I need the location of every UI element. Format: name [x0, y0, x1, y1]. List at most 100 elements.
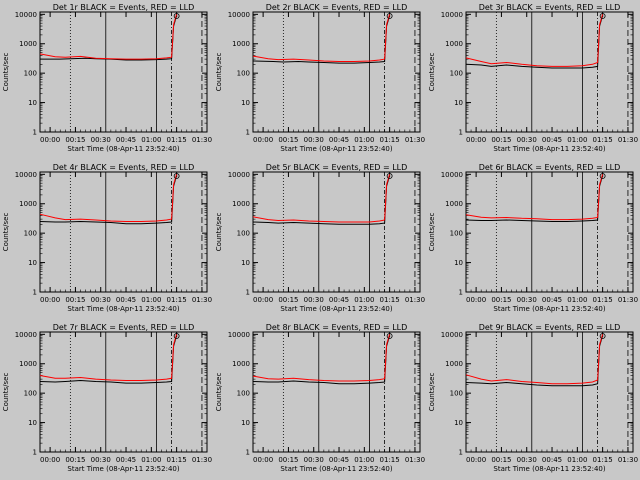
- y-tick-label: 1000: [445, 200, 463, 208]
- y-axis-label: Counts/sec: [2, 53, 10, 92]
- y-tick-label: 1: [246, 289, 250, 297]
- x-tick-label: 00:15: [278, 456, 298, 464]
- x-tick-label: 01:30: [618, 456, 638, 464]
- chart-panel-2: Det 2r BLACK = Events, RED = LLD 1 10 100 10…: [215, 3, 425, 153]
- y-tick-label: 1: [33, 449, 37, 457]
- y-axis-label: Counts/sec: [2, 213, 10, 252]
- x-axis-label: Start Time (08-Apr-11 23:52:40): [493, 145, 605, 153]
- y-tick-label: 10000: [15, 171, 37, 179]
- y-tick-label: 1000: [19, 40, 37, 48]
- peak-marker: [599, 173, 606, 179]
- plot-frame: [39, 11, 208, 133]
- y-tick-label: 10000: [228, 331, 250, 339]
- x-tick-label: 01:30: [405, 136, 425, 144]
- x-tick-label: 00:00: [40, 136, 60, 144]
- y-tick-label: 1000: [19, 200, 37, 208]
- x-tick-label: 01:30: [618, 296, 638, 304]
- x-tick-label: 00:15: [278, 136, 298, 144]
- x-tick-label: 00:00: [466, 136, 486, 144]
- y-tick-label: 100: [237, 70, 250, 78]
- y-tick-label: 1: [459, 129, 463, 137]
- x-tick-label: 00:15: [65, 136, 85, 144]
- x-tick-label: 00:30: [517, 296, 537, 304]
- y-tick-label: 100: [237, 230, 250, 238]
- y-tick-label: 1000: [19, 360, 37, 368]
- chart-title: Det 5r BLACK = Events, RED = LLD: [266, 163, 408, 172]
- x-tick-label: 00:30: [304, 296, 324, 304]
- x-tick-label: 01:30: [618, 136, 638, 144]
- x-tick-label: 00:15: [65, 456, 85, 464]
- lld-series-line: [252, 174, 391, 223]
- lld-series-line: [252, 334, 391, 382]
- x-tick-label: 00:30: [304, 456, 324, 464]
- x-tick-label: 00:30: [517, 456, 537, 464]
- chart-title: Det 4r BLACK = Events, RED = LLD: [53, 163, 195, 172]
- x-tick-label: 01:00: [354, 296, 374, 304]
- x-tick-label: 01:15: [593, 136, 613, 144]
- y-axis-label: Counts/sec: [215, 213, 223, 252]
- chart-panel-3: Det 3r BLACK = Events, RED = LLD 1 10 100 10…: [428, 3, 638, 153]
- plot-frame: [252, 11, 421, 133]
- x-tick-label: 01:15: [167, 456, 187, 464]
- x-tick-label: 01:00: [141, 136, 161, 144]
- x-tick-label: 01:15: [380, 296, 400, 304]
- peak-marker: [173, 173, 180, 179]
- plot-frame: [465, 331, 634, 453]
- y-axis-label: Counts/sec: [215, 373, 223, 412]
- x-tick-label: 01:00: [567, 136, 587, 144]
- events-series-line: [465, 175, 604, 222]
- x-tick-label: 01:00: [567, 296, 587, 304]
- x-tick-label: 00:15: [491, 296, 511, 304]
- x-tick-label: 00:45: [329, 136, 349, 144]
- chart-panel-1: Det 1r BLACK = Events, RED = LLD 1 10 100 10…: [2, 3, 212, 153]
- y-tick-label: 1: [33, 129, 37, 137]
- chart-panel-6: Det 6r BLACK = Events, RED = LLD 1 10 100 10…: [428, 163, 638, 313]
- y-axis-label: Counts/sec: [428, 373, 436, 412]
- peak-marker: [173, 13, 180, 19]
- y-tick-label: 10: [28, 99, 37, 107]
- x-tick-label: 01:15: [380, 456, 400, 464]
- plot-frame: [39, 171, 208, 293]
- x-axis-label: Start Time (08-Apr-11 23:52:40): [280, 305, 392, 313]
- x-tick-label: 00:45: [542, 296, 562, 304]
- x-tick-label: 01:15: [593, 456, 613, 464]
- x-tick-label: 00:45: [116, 456, 136, 464]
- y-tick-label: 10: [241, 419, 250, 427]
- x-axis-label: Start Time (08-Apr-11 23:52:40): [493, 465, 605, 473]
- chart-panel-5: Det 5r BLACK = Events, RED = LLD 1 10 100 10…: [215, 163, 425, 313]
- chart-title: Det 7r BLACK = Events, RED = LLD: [53, 323, 195, 332]
- peak-marker: [386, 13, 393, 19]
- x-tick-label: 00:30: [517, 136, 537, 144]
- x-axis-label: Start Time (08-Apr-11 23:52:40): [67, 145, 179, 153]
- peak-marker: [599, 333, 606, 339]
- y-tick-label: 1: [33, 289, 37, 297]
- x-tick-label: 00:00: [253, 456, 273, 464]
- y-tick-label: 10: [454, 259, 463, 267]
- y-tick-label: 100: [237, 390, 250, 398]
- chart-panel-8: Det 8r BLACK = Events, RED = LLD 1 10 100 10…: [215, 323, 425, 473]
- chart-title: Det 8r BLACK = Events, RED = LLD: [266, 323, 408, 332]
- y-tick-label: 10: [454, 99, 463, 107]
- x-tick-label: 01:00: [141, 456, 161, 464]
- y-tick-label: 1: [459, 449, 463, 457]
- events-series-line: [40, 15, 178, 61]
- lld-series-line: [39, 174, 178, 222]
- y-tick-label: 10000: [228, 171, 250, 179]
- y-tick-label: 10: [241, 259, 250, 267]
- y-tick-label: 100: [450, 70, 463, 78]
- chart-title: Det 9r BLACK = Events, RED = LLD: [479, 323, 621, 332]
- x-tick-label: 00:30: [91, 296, 111, 304]
- x-tick-label: 00:00: [253, 136, 273, 144]
- x-tick-label: 00:00: [466, 296, 486, 304]
- plot-frame: [39, 331, 208, 453]
- plot-frame: [465, 171, 634, 293]
- y-tick-label: 1000: [445, 40, 463, 48]
- x-tick-label: 01:00: [354, 136, 374, 144]
- x-tick-label: 00:30: [304, 136, 324, 144]
- y-tick-label: 100: [24, 230, 37, 238]
- peak-marker: [599, 13, 606, 19]
- y-tick-label: 10000: [15, 331, 37, 339]
- lld-series-line: [465, 334, 604, 385]
- chart-title: Det 1r BLACK = Events, RED = LLD: [53, 3, 195, 12]
